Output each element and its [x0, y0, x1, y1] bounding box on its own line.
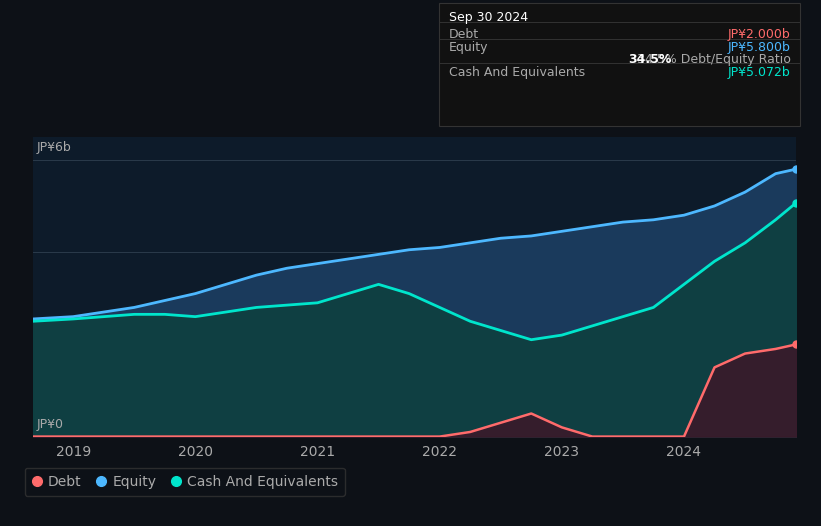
Text: 34.5%: 34.5%: [628, 53, 672, 66]
Text: 34.5% Debt/Equity Ratio: 34.5% Debt/Equity Ratio: [637, 53, 791, 66]
Text: Sep 30 2024: Sep 30 2024: [449, 11, 528, 24]
Text: JP¥5.800b: JP¥5.800b: [727, 41, 791, 54]
Text: Equity: Equity: [449, 41, 488, 54]
Text: Debt: Debt: [449, 28, 479, 41]
Legend: Debt, Equity, Cash And Equivalents: Debt, Equity, Cash And Equivalents: [25, 468, 345, 495]
Text: JP¥6b: JP¥6b: [37, 141, 71, 154]
Text: JP¥2.000b: JP¥2.000b: [728, 28, 791, 41]
Text: Cash And Equivalents: Cash And Equivalents: [449, 66, 585, 79]
Text: JP¥0: JP¥0: [37, 418, 64, 431]
Text: JP¥5.072b: JP¥5.072b: [728, 66, 791, 79]
